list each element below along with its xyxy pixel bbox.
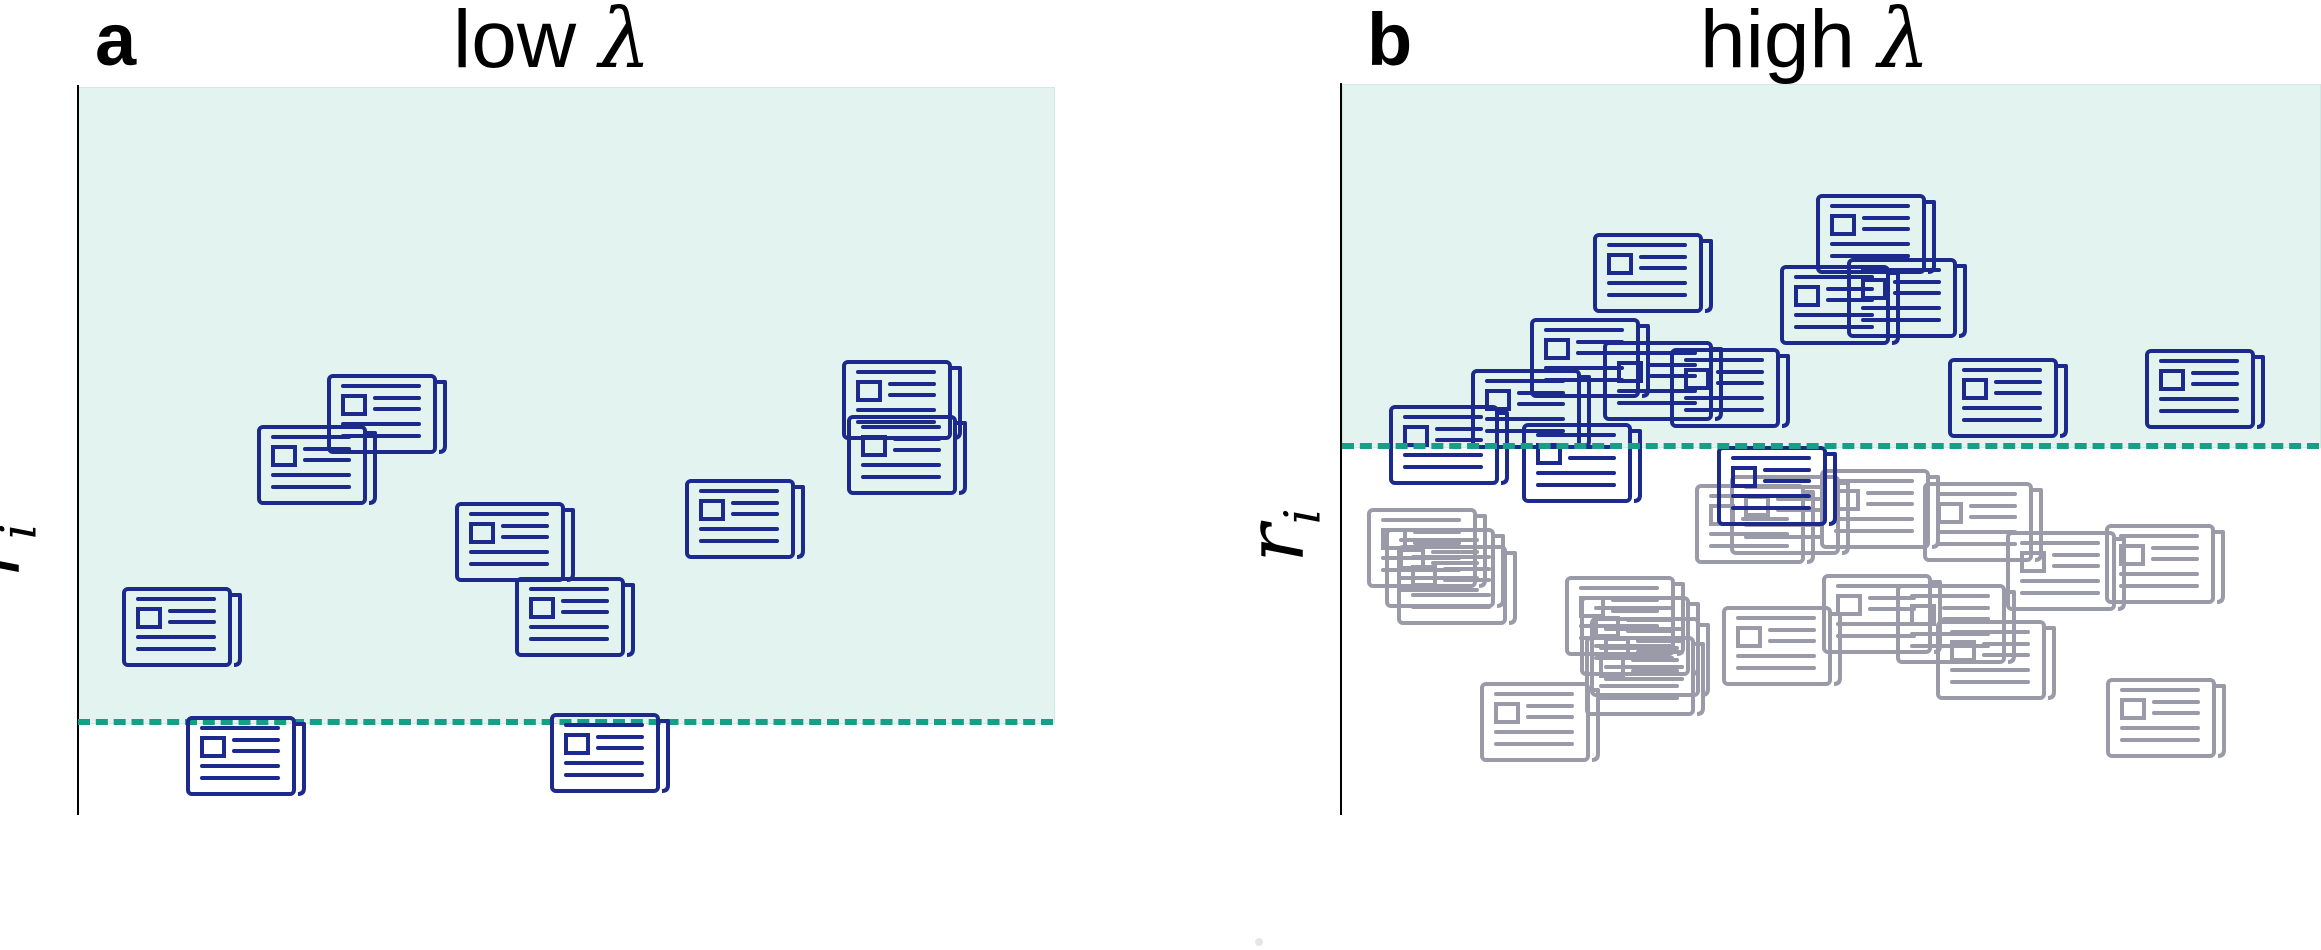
newspaper-icon — [1923, 482, 2047, 564]
panel-title: high λ — [1700, 0, 1930, 81]
newspaper-icon — [515, 577, 639, 659]
newspaper-icon — [1593, 233, 1717, 315]
newspaper-icon — [257, 425, 381, 507]
title-symbol: λ — [598, 0, 651, 87]
panel-b: b high λ ri — [1160, 0, 2321, 950]
footer-dot — [1255, 938, 1263, 946]
newspaper-icon — [550, 713, 674, 795]
panel-a: a low λ ri — [0, 0, 1160, 950]
newspaper-icon — [455, 502, 579, 584]
y-axis-label: ri — [1229, 508, 1343, 562]
y-axis-label: ri — [0, 523, 59, 577]
newspaper-icon — [685, 479, 809, 561]
newspaper-icon — [2106, 678, 2230, 760]
y-label-sub: i — [1273, 508, 1332, 525]
threshold-line — [78, 719, 1053, 725]
newspaper-icon — [1717, 446, 1841, 528]
y-axis-line — [77, 85, 79, 815]
y-label-main: r — [0, 539, 38, 577]
newspaper-icon — [1670, 348, 1794, 430]
newspaper-icon — [2145, 349, 2269, 431]
title-prefix: low — [453, 0, 599, 85]
panel-title: low λ — [453, 0, 651, 81]
newspaper-icon — [1948, 358, 2072, 440]
newspaper-icon — [186, 716, 310, 798]
newspaper-icon — [1385, 528, 1509, 610]
panel-letter: a — [95, 0, 137, 81]
y-label-sub: i — [0, 523, 48, 539]
title-symbol: λ — [1877, 0, 1930, 87]
newspaper-icon — [1722, 606, 1846, 688]
newspaper-icon — [1936, 620, 2060, 702]
newspaper-icon — [1480, 682, 1604, 764]
newspaper-icon — [847, 415, 971, 497]
newspaper-icon — [1397, 545, 1521, 627]
newspaper-icon — [122, 587, 246, 669]
title-prefix: high — [1700, 0, 1878, 85]
y-label-main: r — [1228, 524, 1322, 563]
newspaper-icon — [1522, 423, 1646, 505]
newspaper-icon — [1585, 636, 1709, 718]
threshold-line — [1342, 443, 2319, 449]
panel-letter: b — [1367, 0, 1413, 81]
y-axis-line — [1340, 83, 1342, 815]
newspaper-icon — [327, 374, 451, 456]
newspaper-icon — [2105, 524, 2229, 606]
newspaper-icon — [1847, 258, 1971, 340]
